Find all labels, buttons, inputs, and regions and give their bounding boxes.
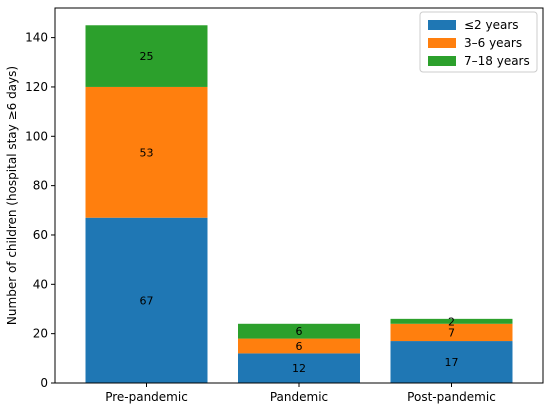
- legend-label: ≤2 years: [464, 18, 519, 32]
- data-label: 6: [296, 325, 303, 338]
- bar-segment: [238, 338, 360, 354]
- y-tick-label: 120: [25, 80, 48, 94]
- data-label: 12: [292, 362, 306, 375]
- data-label: 25: [140, 50, 154, 63]
- data-label: 17: [445, 356, 459, 369]
- bar-segment: [390, 323, 513, 342]
- x-tick-label: Post-pandemic: [407, 390, 496, 404]
- y-axis: 0 20 40 60 80 100 120 140: [25, 31, 55, 390]
- y-tick-label: 100: [25, 129, 48, 143]
- bar-segment: [85, 217, 208, 383]
- bar-segment: [238, 323, 360, 339]
- bar-segment: [390, 318, 513, 324]
- y-tick-label: 60: [33, 228, 48, 242]
- bar-segment: [238, 353, 360, 383]
- bar-segment: [85, 25, 208, 87]
- y-tick-label: 140: [25, 31, 48, 45]
- y-axis-label: Number of children (hospital stay ≥6 day…: [5, 66, 19, 325]
- bar-segment: [85, 86, 208, 218]
- bar-segment: [390, 341, 513, 383]
- legend-swatch: [428, 20, 456, 30]
- data-labels-layer: 67 53 25 12 6 6 17 72: [140, 50, 459, 375]
- y-tick-label: 0: [40, 376, 48, 390]
- data-label: 7: [448, 326, 455, 339]
- legend-label: 7–18 years: [464, 54, 530, 68]
- y-tick-label: 80: [33, 179, 48, 193]
- legend-swatch: [428, 56, 456, 66]
- bars-layer: [85, 25, 513, 383]
- legend: ≤2 years 3–6 years 7–18 years: [419, 11, 538, 73]
- x-tick-label: Pre-pandemic: [105, 390, 188, 404]
- data-label: 2: [448, 315, 455, 328]
- y-tick-label: 20: [33, 327, 48, 341]
- x-axis: Pre-pandemic Pandemic Post-pandemic: [105, 383, 496, 404]
- data-label: 53: [140, 146, 154, 159]
- x-tick-label: Pandemic: [270, 390, 328, 404]
- legend-label: 3–6 years: [464, 36, 522, 50]
- data-label: 6: [296, 340, 303, 353]
- data-label: 67: [140, 294, 154, 307]
- y-tick-label: 40: [33, 277, 48, 291]
- legend-swatch: [428, 38, 456, 48]
